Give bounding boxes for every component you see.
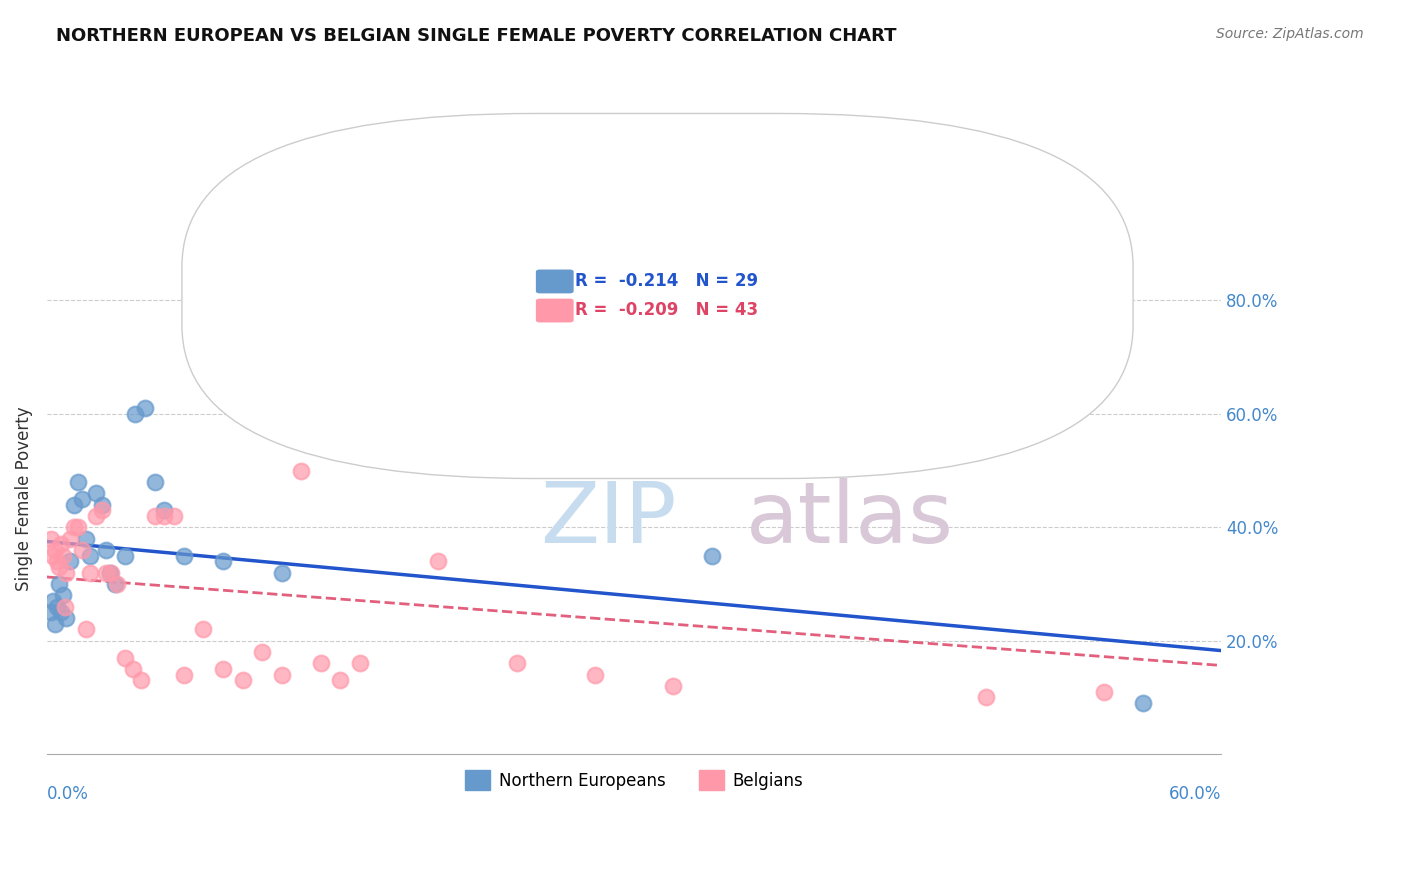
Point [427, 554, 450, 568]
Point [48, 560, 70, 574]
Point [104, 577, 127, 591]
Point [153, 508, 176, 523]
Point [55, 566, 77, 580]
Text: R =  -0.214   N = 29: R = -0.214 N = 29 [575, 272, 758, 290]
Point [702, 549, 724, 563]
Point [75, 532, 97, 546]
Point [290, 464, 312, 478]
Point [1132, 696, 1154, 710]
Text: NORTHERN EUROPEAN VS BELGIAN SINGLE FEMALE POVERTY CORRELATION CHART: NORTHERN EUROPEAN VS BELGIAN SINGLE FEMA… [56, 27, 897, 45]
Text: Source: ZipAtlas.com: Source: ZipAtlas.com [1216, 27, 1364, 41]
Point [49, 606, 72, 620]
Point [63, 498, 86, 512]
Point [70, 543, 93, 558]
FancyBboxPatch shape [537, 300, 574, 322]
Point [84, 508, 107, 523]
Point [309, 657, 332, 671]
Point [70, 491, 93, 506]
Point [44, 616, 66, 631]
Point [153, 503, 176, 517]
FancyBboxPatch shape [181, 113, 1133, 478]
Point [124, 407, 146, 421]
Point [84, 486, 107, 500]
Point [163, 508, 186, 523]
Point [49, 537, 72, 551]
Point [250, 645, 273, 659]
Point [212, 662, 235, 676]
Point [143, 508, 166, 523]
Point [122, 662, 145, 676]
Point [329, 673, 352, 688]
Point [98, 566, 121, 580]
Point [143, 475, 166, 489]
Point [45, 599, 67, 614]
Point [173, 549, 195, 563]
Text: ZIP: ZIP [540, 478, 676, 561]
Point [39, 532, 62, 546]
Point [55, 611, 77, 625]
Point [67, 475, 90, 489]
Text: atlas: atlas [745, 478, 953, 561]
Point [59, 532, 82, 546]
Text: 60.0%: 60.0% [1168, 785, 1222, 803]
Point [349, 657, 371, 671]
Point [44, 543, 66, 558]
Point [53, 599, 76, 614]
Point [193, 623, 215, 637]
Point [39, 606, 62, 620]
Point [42, 549, 65, 563]
Point [134, 401, 156, 416]
Point [129, 673, 152, 688]
Point [90, 503, 112, 517]
Point [90, 498, 112, 512]
Point [114, 650, 136, 665]
Point [63, 520, 86, 534]
Point [270, 667, 292, 681]
Point [505, 657, 527, 671]
Point [59, 554, 82, 568]
Point [114, 549, 136, 563]
Legend: Northern Europeans, Belgians: Northern Europeans, Belgians [458, 764, 810, 797]
Point [974, 690, 997, 705]
Y-axis label: Single Female Poverty: Single Female Poverty [15, 407, 32, 591]
Text: 0.0%: 0.0% [46, 785, 89, 803]
Point [75, 623, 97, 637]
Text: R =  -0.209   N = 43: R = -0.209 N = 43 [575, 301, 758, 319]
Point [100, 566, 122, 580]
Point [79, 549, 101, 563]
Point [79, 566, 101, 580]
Point [105, 577, 128, 591]
Point [94, 566, 117, 580]
Point [42, 594, 65, 608]
Point [48, 577, 70, 591]
Point [67, 520, 90, 534]
Point [94, 543, 117, 558]
Point [1092, 685, 1115, 699]
Point [51, 588, 73, 602]
Point [51, 549, 73, 563]
Point [45, 554, 67, 568]
Point [779, 282, 801, 296]
Point [583, 667, 606, 681]
Point [232, 673, 254, 688]
Point [173, 667, 195, 681]
Point [212, 554, 235, 568]
FancyBboxPatch shape [537, 270, 574, 293]
Point [662, 679, 685, 693]
Point [270, 566, 292, 580]
